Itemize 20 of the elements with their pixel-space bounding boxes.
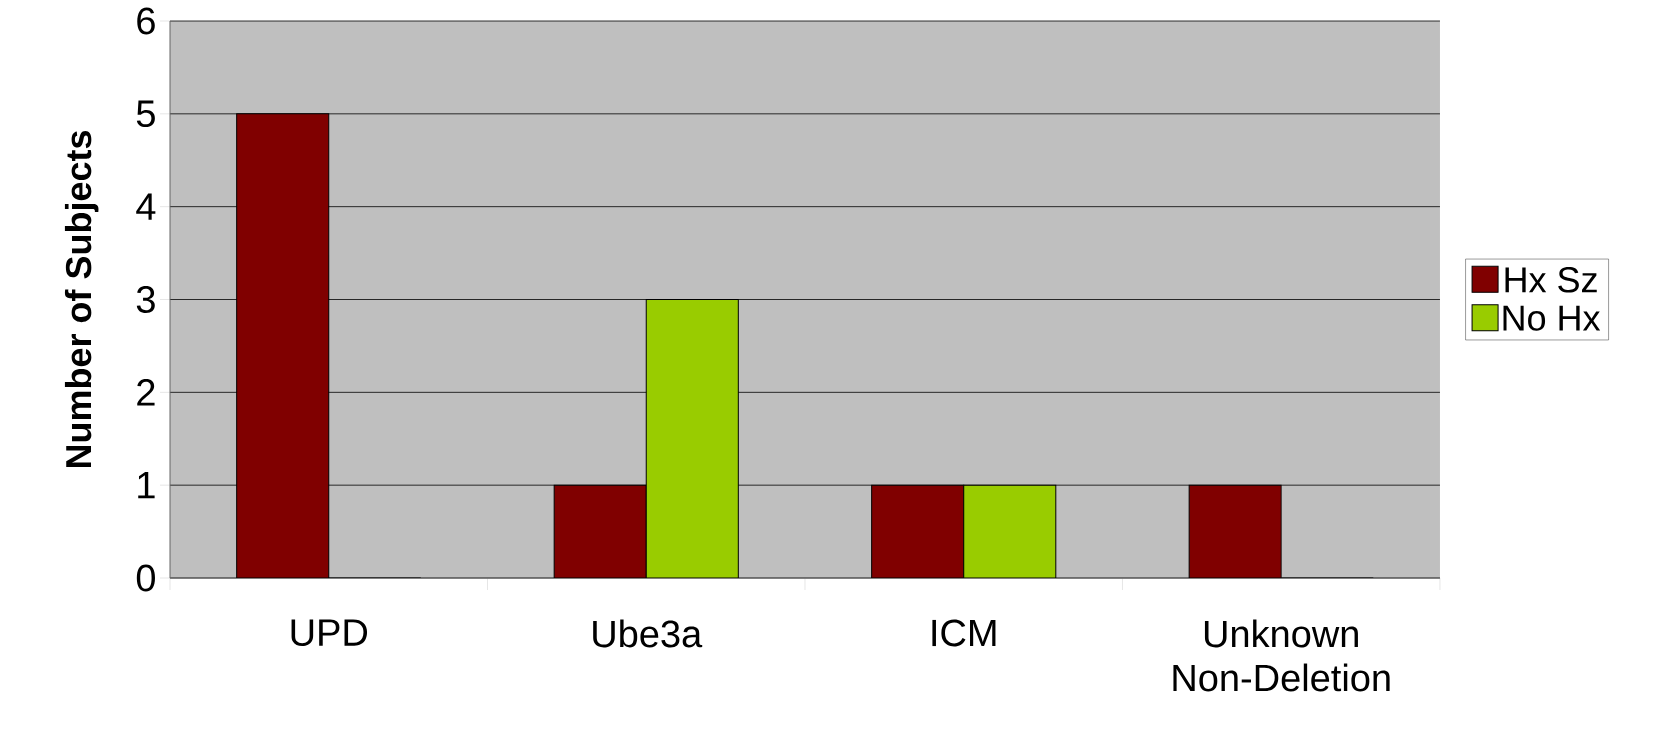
x-tick-label: Unknown Non-Deletion (1173, 619, 1390, 692)
bar (1188, 484, 1282, 578)
x-tick-label: Ube3a (593, 619, 703, 648)
bar (236, 113, 330, 578)
y-tick-label: 5 (136, 100, 155, 128)
legend-label: Hx Sz (1505, 267, 1597, 293)
y-tick-label: 3 (136, 286, 155, 313)
bar (645, 299, 739, 578)
x-tick-label: UPD (291, 619, 368, 647)
y-axis-title: Number of Subjects (64, 130, 99, 468)
bar (871, 484, 965, 578)
y-tick-label: 6 (137, 7, 155, 35)
bar (553, 484, 647, 578)
legend-label: No Hx (1503, 305, 1601, 331)
y-tick-label: 2 (137, 379, 155, 406)
y-tick-label: 1 (138, 472, 155, 499)
x-tick-label: ICM (932, 619, 996, 647)
y-tick-label: 4 (136, 193, 156, 220)
bar (963, 484, 1057, 578)
y-tick-label: 0 (136, 564, 155, 592)
